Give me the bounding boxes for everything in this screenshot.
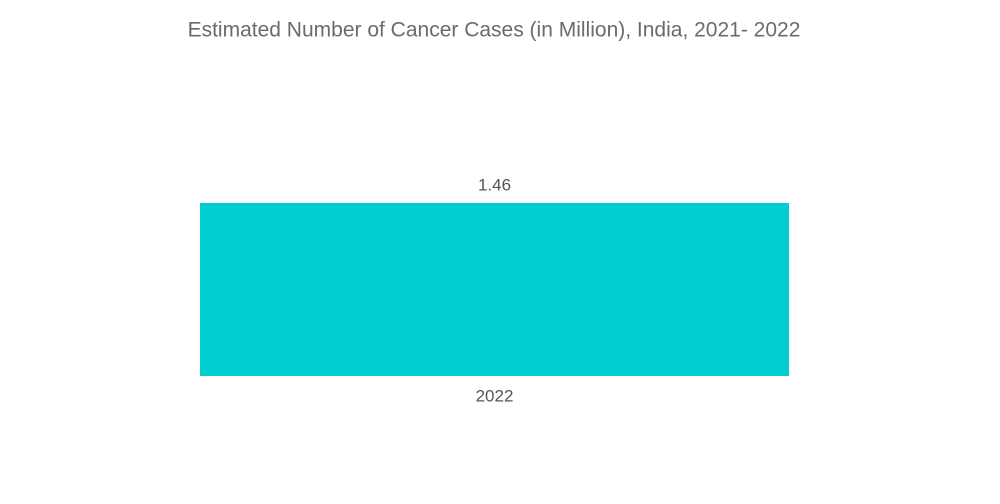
x-tick-label: 2022 — [476, 386, 514, 405]
bar — [200, 203, 789, 376]
chart-title: Estimated Number of Cancer Cases (in Mil… — [188, 19, 801, 42]
data-label: 1.46 — [478, 175, 511, 194]
